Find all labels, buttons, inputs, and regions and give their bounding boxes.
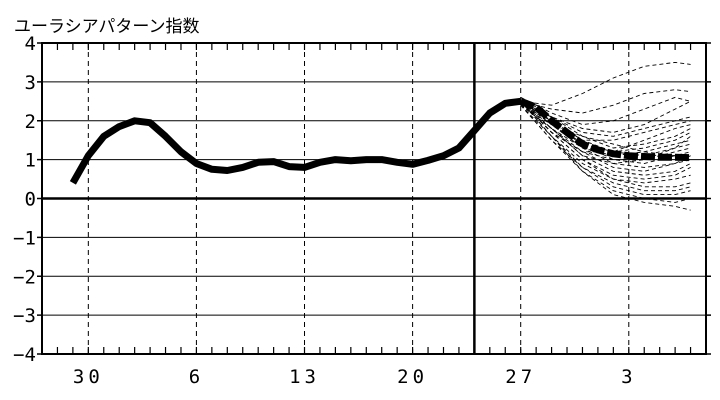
x-tick-label: 27 <box>505 366 536 388</box>
ensemble-member-line <box>520 89 691 114</box>
x-tick-label: 13 <box>289 366 320 388</box>
ensemble-member-line <box>520 100 691 153</box>
y-tick-label: 3 <box>25 72 36 94</box>
y-tick-label: 4 <box>25 33 36 55</box>
ensemble-member-line <box>520 101 691 196</box>
y-tick-label: 1 <box>25 150 36 172</box>
ensemble-member-line <box>520 104 691 192</box>
x-tick-label: 6 <box>189 366 204 388</box>
y-tick-label: −3 <box>13 305 36 327</box>
ensemble-members <box>520 61 691 211</box>
x-tick-label: 3 <box>621 366 636 388</box>
x-tick-label: 30 <box>73 366 104 388</box>
ensemble-mean-line <box>519 98 691 162</box>
series-lines <box>69 97 691 185</box>
chart-title: ユーラシアパターン指数 <box>14 17 199 37</box>
ensemble-member-line <box>520 100 691 137</box>
ensemble-member-line <box>520 100 691 157</box>
ensemble-member-line <box>520 100 691 133</box>
ensemble-member-line <box>520 104 691 176</box>
ensemble-member-line <box>520 104 691 203</box>
y-tick-label: 0 <box>25 189 36 211</box>
x-tick-label: 20 <box>397 366 428 388</box>
tick-labels: 4 3 2 1 0 −1 −2 −3 −4 30 6 13 20 27 3 <box>13 33 636 388</box>
y-tick-label: 2 <box>25 111 36 133</box>
y-tick-label: −4 <box>13 344 36 366</box>
y-tick-label: −1 <box>13 227 36 249</box>
axes <box>37 42 711 355</box>
ensemble-member-line <box>520 97 691 149</box>
ensemble-member-line <box>520 96 691 126</box>
ensemble-member-line <box>520 100 691 164</box>
y-tick-label: −2 <box>13 266 36 288</box>
ensemble-member-line <box>520 61 691 106</box>
analysis-line <box>69 97 522 185</box>
